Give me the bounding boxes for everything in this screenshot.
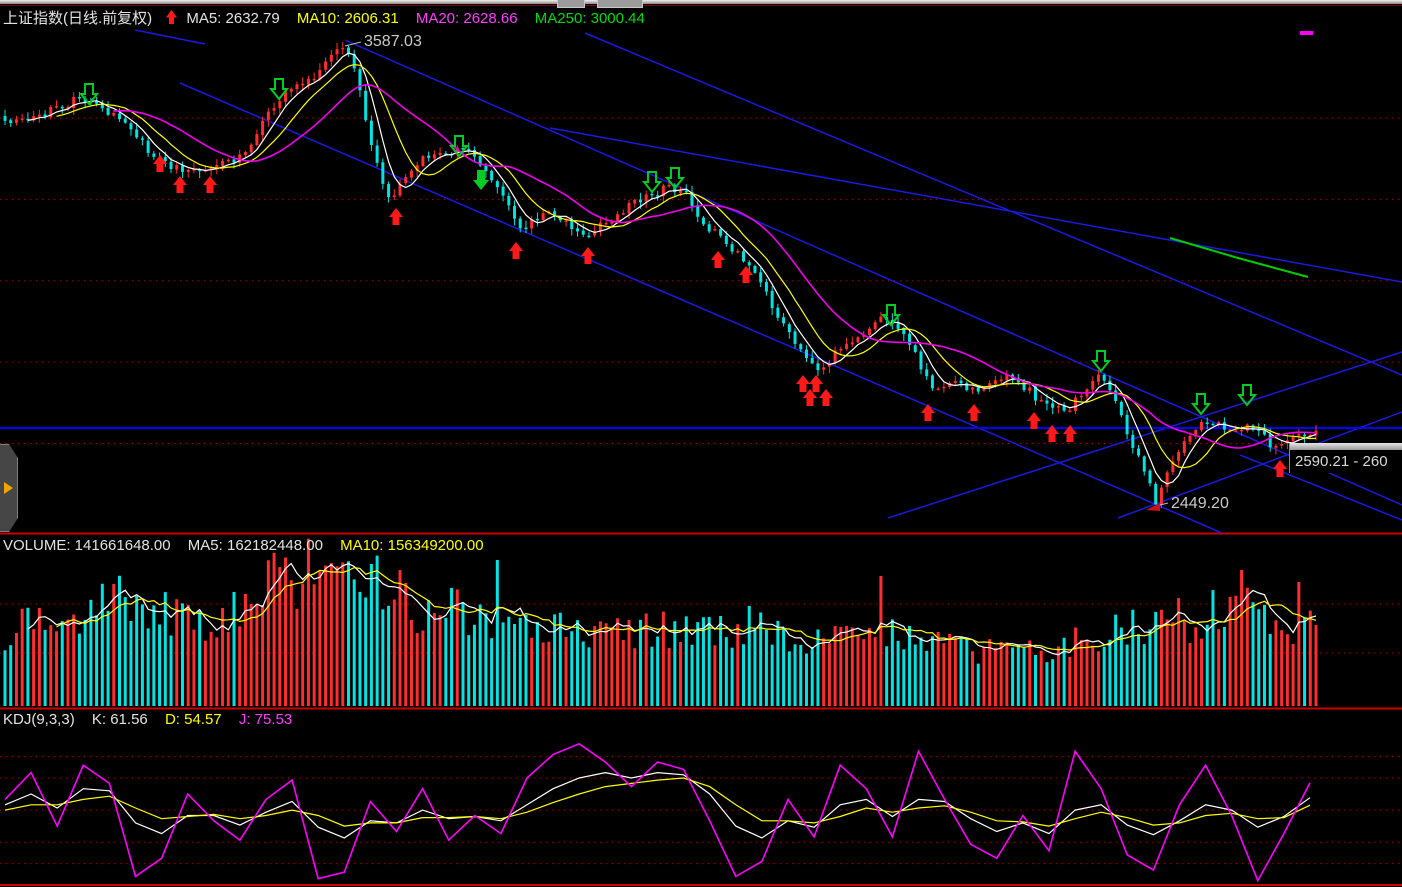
- kdj-pane-header: KDJ(9,3,3) K: 61.56 D: 54.57 J: 75.53: [3, 711, 305, 728]
- ma250-value: MA250: 3000.44: [534, 10, 645, 27]
- volume-bars: [3, 538, 1318, 706]
- kdj-title: KDJ(9,3,3): [3, 711, 75, 728]
- ma5-value: MA5: 2632.79: [186, 10, 280, 27]
- peak-price-label: 3587.03: [364, 33, 422, 50]
- expand-arrow-icon: [4, 482, 13, 494]
- volume-value: VOLUME: 141661648.00: [3, 537, 171, 554]
- kdj-d-value: D: 54.57: [164, 711, 222, 728]
- symbol-title: 上证指数(日线.前复权): [3, 10, 153, 27]
- volume-ma10-value: MA10: 156349200.00: [340, 537, 484, 554]
- moving-averages: [27, 52, 1317, 485]
- tooltip-titlebar: [1290, 443, 1402, 450]
- ma20-value: MA20: 2628.66: [415, 10, 518, 27]
- up-arrow-icon: [166, 10, 178, 24]
- candles: [3, 42, 1318, 508]
- ma10-value: MA10: 2606.31: [296, 10, 399, 27]
- kdj-j-value: J: 75.53: [238, 711, 293, 728]
- low-price-label: 2449.20: [1171, 495, 1229, 512]
- tooltip-price-range: 2590.21 - 260: [1295, 453, 1388, 470]
- sidebar-toggle[interactable]: [0, 444, 18, 532]
- main-chart-header: 上证指数(日线.前复权) MA5: 2632.79 MA10: 2606.31 …: [3, 7, 658, 28]
- volume-pane-header: VOLUME: 141661648.00 MA5: 162182448.00 M…: [3, 537, 497, 554]
- trendlines: [0, 29, 1402, 534]
- kdj-lines: [4, 742, 1311, 883]
- window-top-tab: [557, 0, 585, 8]
- window-top-tab: [597, 0, 643, 8]
- gridlines: [0, 5, 1402, 886]
- price-range-tooltip: 2590.21 - 260: [1289, 443, 1402, 473]
- kdj-k-value: K: 61.56: [91, 711, 148, 728]
- window-top-border: [0, 0, 1402, 4]
- volume-ma-lines: [27, 562, 1317, 656]
- magenta-annotation-mark: [1300, 31, 1313, 35]
- volume-ma5-value: MA5: 162182448.00: [187, 537, 323, 554]
- signal-arrows: [78, 41, 1287, 511]
